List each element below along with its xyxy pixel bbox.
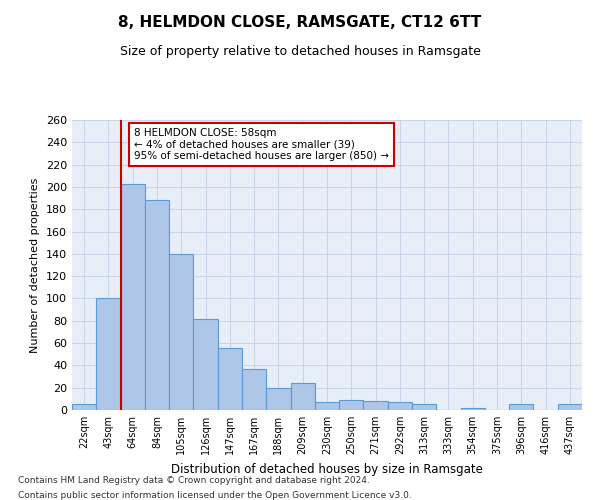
- Bar: [509, 404, 533, 410]
- Bar: [364, 401, 388, 410]
- Bar: [169, 254, 193, 410]
- Bar: [461, 408, 485, 410]
- Bar: [266, 388, 290, 410]
- Text: 8, HELMDON CLOSE, RAMSGATE, CT12 6TT: 8, HELMDON CLOSE, RAMSGATE, CT12 6TT: [118, 15, 482, 30]
- Bar: [388, 402, 412, 410]
- Bar: [72, 404, 96, 410]
- X-axis label: Distribution of detached houses by size in Ramsgate: Distribution of detached houses by size …: [171, 462, 483, 475]
- Bar: [96, 298, 121, 410]
- Bar: [121, 184, 145, 410]
- Y-axis label: Number of detached properties: Number of detached properties: [31, 178, 40, 352]
- Text: Size of property relative to detached houses in Ramsgate: Size of property relative to detached ho…: [119, 45, 481, 58]
- Text: Contains HM Land Registry data © Crown copyright and database right 2024.: Contains HM Land Registry data © Crown c…: [18, 476, 370, 485]
- Text: 8 HELMDON CLOSE: 58sqm
← 4% of detached houses are smaller (39)
95% of semi-deta: 8 HELMDON CLOSE: 58sqm ← 4% of detached …: [134, 128, 389, 161]
- Bar: [315, 402, 339, 410]
- Bar: [412, 404, 436, 410]
- Bar: [145, 200, 169, 410]
- Bar: [558, 404, 582, 410]
- Bar: [218, 348, 242, 410]
- Bar: [193, 318, 218, 410]
- Text: Contains public sector information licensed under the Open Government Licence v3: Contains public sector information licen…: [18, 491, 412, 500]
- Bar: [339, 400, 364, 410]
- Bar: [242, 368, 266, 410]
- Bar: [290, 383, 315, 410]
